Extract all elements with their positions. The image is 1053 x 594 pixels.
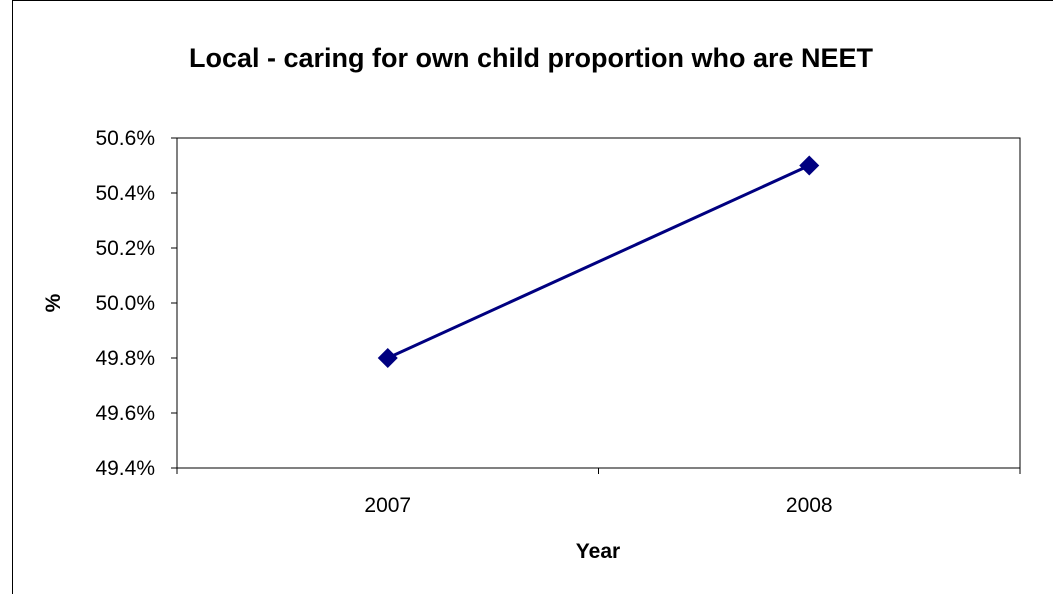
y-tick-label: 49.4% [95,457,155,480]
y-tick-label: 49.8% [95,347,155,370]
x-axis-title: Year [576,540,620,563]
chart-title: Local - caring for own child proportion … [189,43,874,73]
data-point-marker [799,155,820,176]
y-axis-title: % [42,293,65,312]
y-axis: 50.6% 50.4% 50.2% 50.0% 49.8% 49.6% 49.4% [95,127,177,480]
y-tick-label: 50.6% [95,127,155,150]
y-tick-label: 50.0% [95,292,155,315]
x-tick-label: 2008 [786,494,833,517]
y-tick-label: 50.2% [95,237,155,260]
x-tick-label: 2007 [364,494,411,517]
y-tick-label: 49.6% [95,402,155,425]
series-line [387,164,810,360]
series-layer [377,155,820,368]
plot-area [176,137,1021,469]
x-axis: 2007 2008 [176,468,1021,517]
data-point-marker [377,348,398,368]
y-tick-label: 50.4% [95,182,155,205]
